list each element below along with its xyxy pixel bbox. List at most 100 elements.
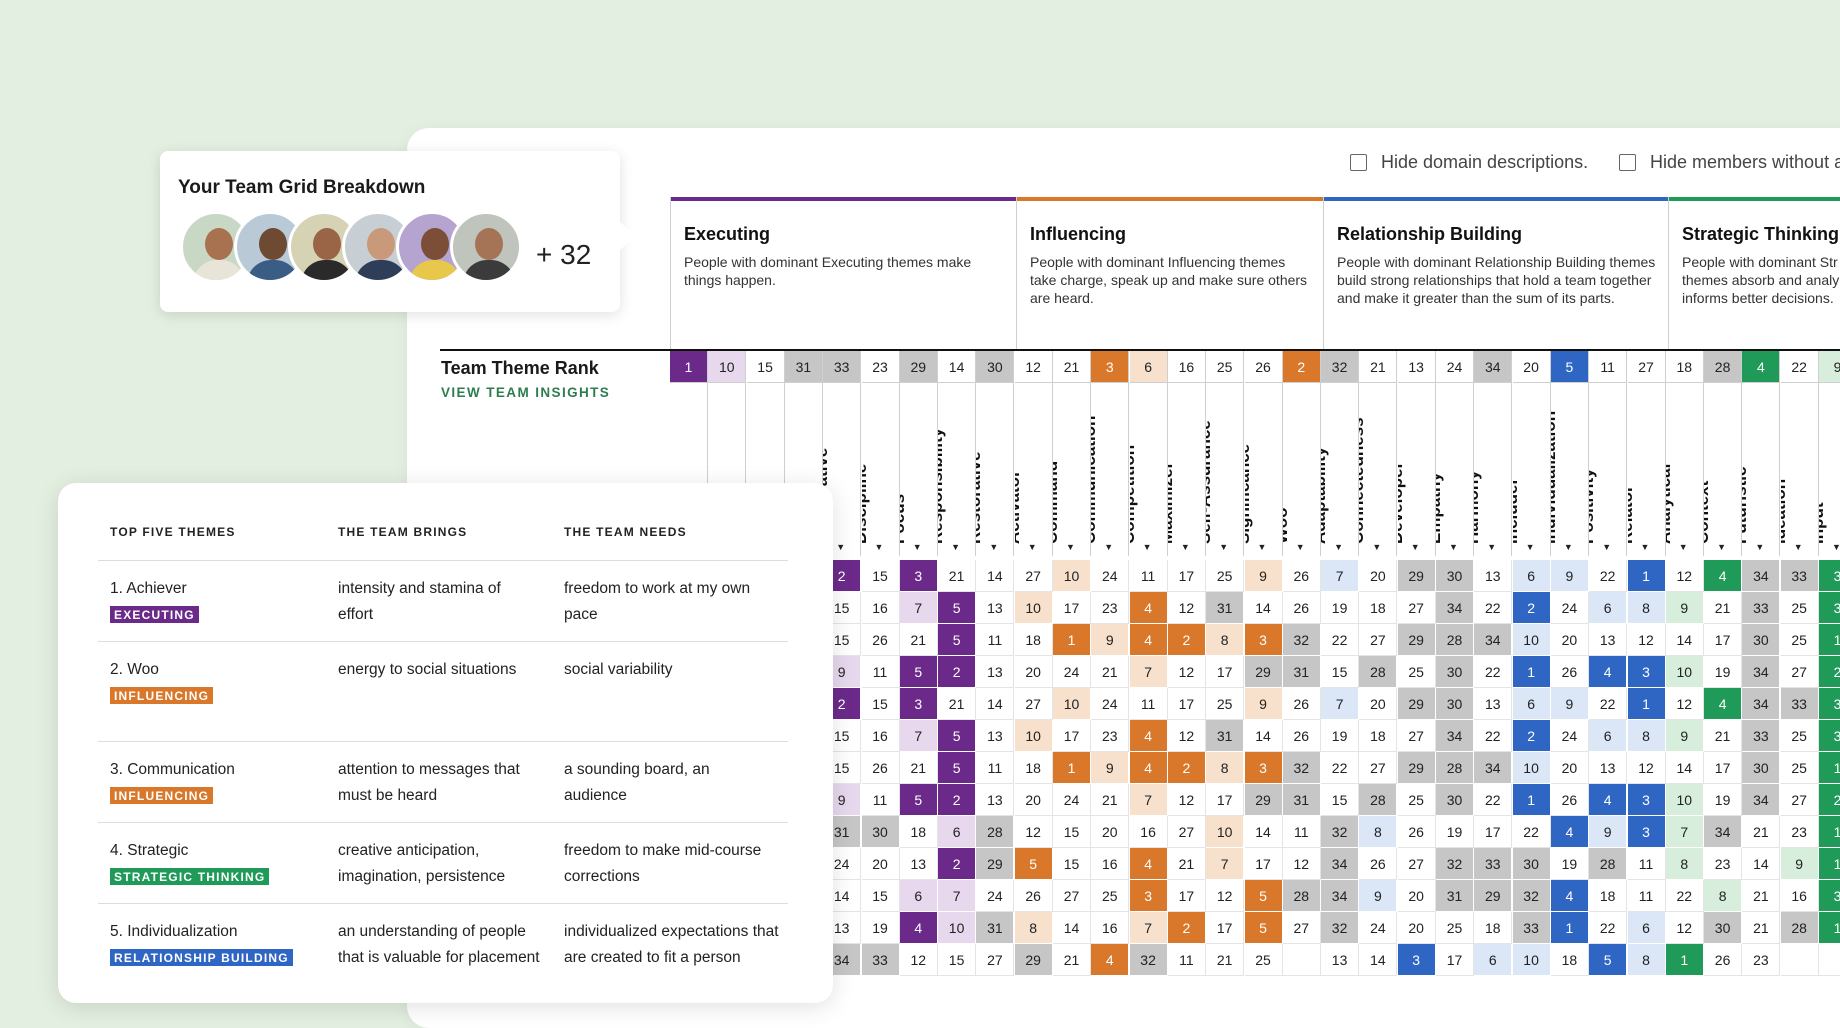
grid-cell: 31 [1206, 592, 1245, 624]
grid-cell: 1 [1627, 560, 1666, 592]
theme-column-header[interactable]: Context ▼ [1704, 383, 1743, 556]
sort-arrow-icon[interactable]: ▼ [1793, 542, 1803, 552]
sort-arrow-icon[interactable]: ▼ [1755, 542, 1765, 552]
sort-arrow-icon[interactable]: ▼ [1640, 542, 1650, 552]
sort-arrow-icon[interactable]: ▼ [1104, 542, 1114, 552]
sort-arrow-icon[interactable]: ▼ [1219, 542, 1229, 552]
theme-column-header[interactable]: Input ▼ [1819, 383, 1840, 556]
theme-column-header[interactable]: Woo ▼ [1283, 383, 1321, 556]
team-needs-cell: freedom to work at my own pace [564, 580, 751, 623]
sort-arrow-icon[interactable]: ▼ [1832, 542, 1840, 552]
theme-column-header[interactable]: Analytical ▼ [1666, 383, 1704, 556]
theme-column-header[interactable]: Adaptability ▼ [1321, 383, 1360, 556]
sort-arrow-icon[interactable]: ▼ [912, 542, 922, 552]
theme-column-header[interactable]: Self-Assurance ▼ [1206, 383, 1245, 556]
grid-cell: 7 [1129, 656, 1168, 688]
checkbox-icon[interactable] [1619, 154, 1636, 171]
theme-column-header[interactable]: Developer ▼ [1398, 383, 1436, 556]
grid-cell: 11 [1167, 944, 1206, 976]
sort-arrow-icon[interactable]: ▼ [1372, 542, 1382, 552]
sort-arrow-icon[interactable]: ▼ [1487, 542, 1497, 552]
theme-column-header[interactable]: Futuristic ▼ [1742, 383, 1781, 556]
grid-cell: 9 [1244, 560, 1283, 592]
avatar[interactable] [450, 211, 522, 283]
grid-cell: 27 [1359, 752, 1398, 784]
grid-cell: 21 [1091, 784, 1130, 816]
sort-arrow-icon[interactable]: ▼ [1717, 542, 1727, 552]
sort-arrow-icon[interactable]: ▼ [1334, 542, 1344, 552]
sort-arrow-icon[interactable]: ▼ [1525, 542, 1535, 552]
theme-column-header[interactable]: Ideation ▼ [1781, 383, 1819, 556]
sort-arrow-icon[interactable]: ▼ [1602, 542, 1612, 552]
sort-arrow-icon[interactable]: ▼ [1066, 542, 1075, 552]
sort-arrow-icon[interactable]: ▼ [1449, 542, 1458, 552]
sort-arrow-icon[interactable]: ▼ [1563, 542, 1573, 552]
sort-arrow-icon[interactable]: ▼ [874, 542, 884, 552]
avatar-head [421, 228, 449, 260]
theme-column-header[interactable]: Deliberative▼ [823, 383, 862, 556]
rank-cell: 3 [1091, 351, 1130, 383]
domain-strategic-thinking: Strategic Thinking People with dominant … [1668, 197, 1840, 349]
grid-cell: 27 [1397, 720, 1436, 752]
grid-cell: 29 [1244, 656, 1283, 688]
grid-cell: 24 [1550, 720, 1589, 752]
grid-cell: 31 [1282, 784, 1321, 816]
theme-column-header[interactable]: Individualization ▼ [1551, 383, 1589, 556]
grid-cell: 28 [1436, 752, 1474, 784]
avatar[interactable] [234, 211, 306, 283]
theme-column-header[interactable]: Competition ▼ [1130, 383, 1168, 556]
avatar-head [313, 228, 341, 260]
grid-cell: 3 [1244, 624, 1283, 656]
grid-cell: 4 [1589, 784, 1628, 816]
hide-members-checkbox[interactable]: Hide members without a [1619, 152, 1840, 173]
theme-column-header[interactable]: Harmony ▼ [1474, 383, 1513, 556]
grid-cell: 34 [1742, 688, 1781, 720]
grid-cell: 34 [1704, 816, 1743, 848]
theme-column-header[interactable]: Focus ▼ [900, 383, 938, 556]
theme-column-header[interactable]: Empathy ▼ [1436, 383, 1474, 556]
theme-column-header[interactable]: Relator ▼ [1628, 383, 1666, 556]
theme-column-header[interactable]: Restorative ▼ [976, 383, 1015, 556]
grid-cell: 22 [1589, 560, 1628, 592]
more-members-count[interactable]: + 32 [536, 239, 592, 270]
theme-column-header[interactable]: Responsibility ▼ [938, 383, 977, 556]
theme-column-header[interactable]: Positivity ▼ [1589, 383, 1628, 556]
grid-cell: 25 [1244, 944, 1283, 976]
sort-arrow-icon[interactable]: ▼ [1257, 542, 1267, 552]
grid-cell: 26 [1550, 656, 1589, 688]
domain-bar [671, 197, 1016, 201]
sort-arrow-icon[interactable]: ▼ [1295, 542, 1305, 552]
theme-name: Adaptability [1321, 446, 1330, 544]
theme-column-header[interactable]: Communication ▼ [1091, 383, 1130, 556]
grid-cell: 34 [1474, 752, 1513, 784]
theme-column-header[interactable]: Significance ▼ [1245, 383, 1283, 556]
grid-cell: 13 [976, 592, 1015, 624]
theme-column-header[interactable]: Activator ▼ [1015, 383, 1053, 556]
grid-cell: 11 [976, 752, 1015, 784]
sort-arrow-icon[interactable]: ▼ [989, 542, 999, 552]
theme-column-header[interactable]: Includer ▼ [1513, 383, 1551, 556]
theme-column-header[interactable]: Maximizer ▼ [1168, 383, 1206, 556]
hide-domain-descriptions-checkbox[interactable]: Hide domain descriptions. [1350, 152, 1588, 173]
grid-cell: 9 [1550, 560, 1589, 592]
theme-column-header[interactable] [747, 383, 785, 556]
grid-cell: 15 [861, 880, 900, 912]
sort-arrow-icon[interactable]: ▼ [1142, 542, 1152, 552]
grid-cell: 3 [899, 560, 938, 592]
sort-arrow-icon[interactable]: ▼ [836, 542, 846, 552]
sort-arrow-icon[interactable]: ▼ [951, 542, 961, 552]
grid-cell: 4 [1550, 880, 1589, 912]
grid-cell: 6 [938, 816, 977, 848]
theme-name: Input [1819, 502, 1827, 544]
view-team-insights-link[interactable]: VIEW TEAM INSIGHTS [441, 385, 611, 400]
checkbox-icon[interactable] [1350, 154, 1367, 171]
sort-arrow-icon[interactable]: ▼ [1410, 542, 1420, 552]
grid-cell: 11 [1129, 560, 1168, 592]
theme-column-header[interactable]: Discipline ▼ [862, 383, 900, 556]
theme-column-header[interactable]: Connectedness ▼ [1359, 383, 1398, 556]
theme-name: Empathy [1436, 472, 1444, 544]
theme-column-header[interactable]: Command ▼ [1053, 383, 1091, 556]
sort-arrow-icon[interactable]: ▼ [1180, 542, 1190, 552]
sort-arrow-icon[interactable]: ▼ [1678, 542, 1688, 552]
sort-arrow-icon[interactable]: ▼ [1027, 542, 1037, 552]
